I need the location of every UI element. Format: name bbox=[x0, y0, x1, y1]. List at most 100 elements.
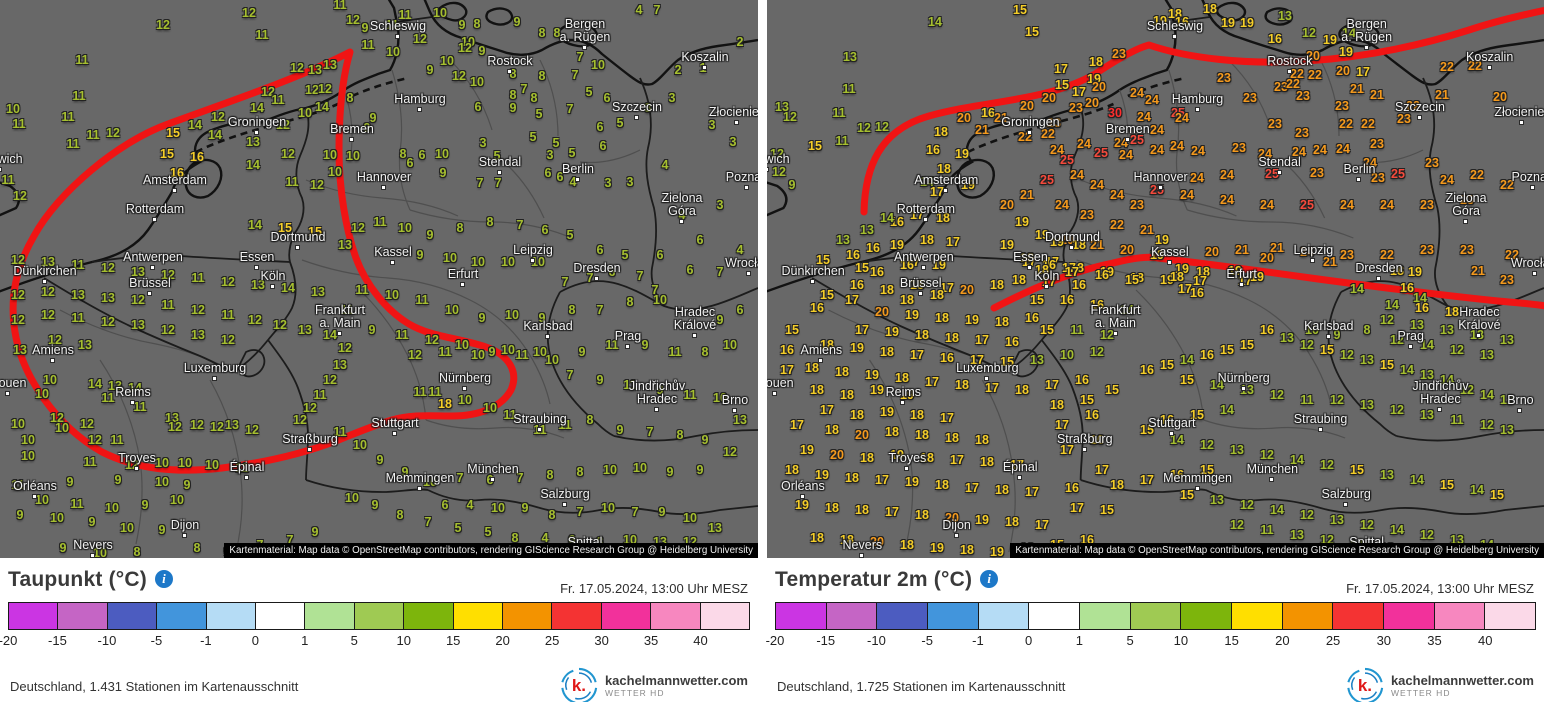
color-scale-cell bbox=[1383, 603, 1434, 629]
map-border-line bbox=[546, 291, 615, 437]
station-value: 12 bbox=[1500, 392, 1514, 407]
city-marker bbox=[744, 185, 749, 190]
station-value: 10 bbox=[433, 5, 447, 20]
station-value: 17 bbox=[950, 452, 964, 467]
map-border-line bbox=[395, 16, 433, 23]
city-marker bbox=[1168, 431, 1174, 436]
city-marker bbox=[172, 188, 177, 193]
station-value: 9 bbox=[368, 322, 376, 337]
station-value: 13 bbox=[333, 357, 347, 372]
station-value: 12 bbox=[11, 287, 25, 302]
station-value: 24 bbox=[1175, 110, 1189, 125]
station-value: 18 bbox=[945, 330, 959, 345]
station-value: 16 bbox=[1060, 292, 1074, 307]
station-value: 15 bbox=[1380, 357, 1394, 372]
station-value: 9 bbox=[369, 110, 377, 125]
station-value: 10 bbox=[385, 287, 399, 302]
city-marker bbox=[692, 333, 697, 338]
color-scale-tick: -1 bbox=[972, 633, 984, 648]
map-border-line bbox=[579, 149, 641, 164]
station-value: 10 bbox=[1305, 322, 1319, 337]
map-border-line bbox=[305, 179, 459, 217]
station-value: 18 bbox=[960, 542, 974, 557]
station-value: 14 bbox=[920, 174, 934, 189]
station-value: 12 bbox=[131, 292, 145, 307]
station-value: 18 bbox=[850, 407, 864, 422]
station-value: 11 bbox=[101, 390, 115, 405]
station-value: 9 bbox=[478, 310, 486, 325]
station-value: 22 bbox=[1500, 177, 1514, 192]
station-value: 19 bbox=[865, 367, 879, 382]
city-name: Nürnberg bbox=[438, 371, 492, 386]
station-value: 12 bbox=[305, 82, 319, 97]
brand-logo[interactable]: k. kachelmannwetter.com WETTER HD bbox=[560, 667, 748, 702]
station-value: 17 bbox=[875, 472, 889, 487]
station-value: 23 bbox=[1420, 197, 1434, 212]
station-value: 20 bbox=[1060, 232, 1074, 247]
station-value: 17 bbox=[906, 254, 920, 269]
station-value: 11 bbox=[72, 88, 86, 103]
city-name: Stendal bbox=[1258, 155, 1301, 170]
map-canvas-temperature[interactable]: 14 15 15 13 11 13 12 11 12 12 15 11 12 12 9 20 18 16 21 16 1… bbox=[767, 0, 1544, 558]
info-icon[interactable]: i bbox=[154, 570, 173, 588]
station-value: 23 bbox=[1274, 79, 1288, 94]
city-name: Berlin bbox=[562, 162, 594, 177]
city-name: Dünkirchen bbox=[781, 264, 845, 279]
station-value: 16 bbox=[870, 264, 884, 279]
station-value: 14 bbox=[1180, 352, 1194, 367]
map-border-line bbox=[267, 339, 309, 481]
station-value: 11 bbox=[668, 344, 682, 359]
station-value: 23 bbox=[1310, 165, 1324, 180]
city-name: Antwerpen bbox=[123, 250, 183, 265]
color-scale-tick: 25 bbox=[1325, 633, 1341, 648]
map-border-line bbox=[1168, 69, 1188, 211]
station-value: 17 bbox=[925, 374, 939, 389]
city-marker bbox=[295, 245, 300, 250]
station-value: 12 bbox=[351, 220, 365, 235]
station-value: 16 bbox=[1160, 412, 1174, 427]
station-value: 11 bbox=[395, 327, 409, 342]
station-value: 11 bbox=[221, 307, 235, 322]
station-value: 8 bbox=[553, 25, 561, 40]
station-value: 24 bbox=[1258, 146, 1272, 161]
station-value: 12 bbox=[48, 332, 62, 347]
station-value: 14 bbox=[1210, 377, 1224, 392]
map-border-line bbox=[1172, 16, 1210, 23]
station-value: 7 bbox=[576, 504, 584, 519]
station-value: 19 bbox=[1250, 269, 1264, 284]
city-marker bbox=[1519, 120, 1525, 125]
map-border-line bbox=[238, 349, 266, 378]
city-name: Hannover bbox=[356, 170, 412, 185]
info-icon[interactable]: i bbox=[980, 570, 999, 588]
map-border-line bbox=[639, 77, 665, 307]
station-value: 23 bbox=[1296, 88, 1310, 103]
station-value: 8 bbox=[396, 507, 404, 522]
station-value: 15 bbox=[816, 252, 830, 267]
station-value: 14 bbox=[928, 14, 942, 29]
map-border-line bbox=[184, 158, 223, 199]
station-value: 18 bbox=[785, 462, 799, 477]
station-value: 15 bbox=[1440, 477, 1454, 492]
city-name: Köln bbox=[260, 269, 286, 284]
station-value: 12 bbox=[318, 81, 332, 96]
station-value: 15 bbox=[1025, 24, 1039, 39]
station-value: 20 bbox=[960, 282, 974, 297]
station-value: 7 bbox=[566, 367, 574, 382]
station-value: 9 bbox=[361, 20, 369, 35]
city-name: Hamburg bbox=[394, 92, 446, 107]
brand-logo[interactable]: k. kachelmannwetter.com WETTER HD bbox=[1346, 667, 1534, 702]
map-canvas-dewpoint[interactable]: 12 11 12 11 11 10 11 11 11 12 11 11 12 13 13 12 12 11 14 12… bbox=[0, 0, 758, 558]
station-value: 13 bbox=[1210, 492, 1224, 507]
station-value: 20 bbox=[1085, 95, 1099, 110]
station-value: 9 bbox=[656, 382, 664, 397]
station-value: 13 bbox=[41, 254, 55, 269]
station-value: 11 bbox=[842, 81, 856, 96]
station-value: 11 bbox=[1450, 412, 1464, 427]
station-value: 7 bbox=[516, 217, 524, 232]
color-scale-ticks: -20 -15 -10 -5 -1 0 1 5 10 15 20 25 30 35 40 bbox=[0, 633, 750, 651]
city-marker bbox=[1375, 276, 1381, 281]
station-value: 10 bbox=[653, 292, 667, 307]
map-border-line bbox=[1327, 291, 1397, 437]
station-value: 9 bbox=[696, 462, 704, 477]
station-value: 18 bbox=[438, 396, 452, 411]
